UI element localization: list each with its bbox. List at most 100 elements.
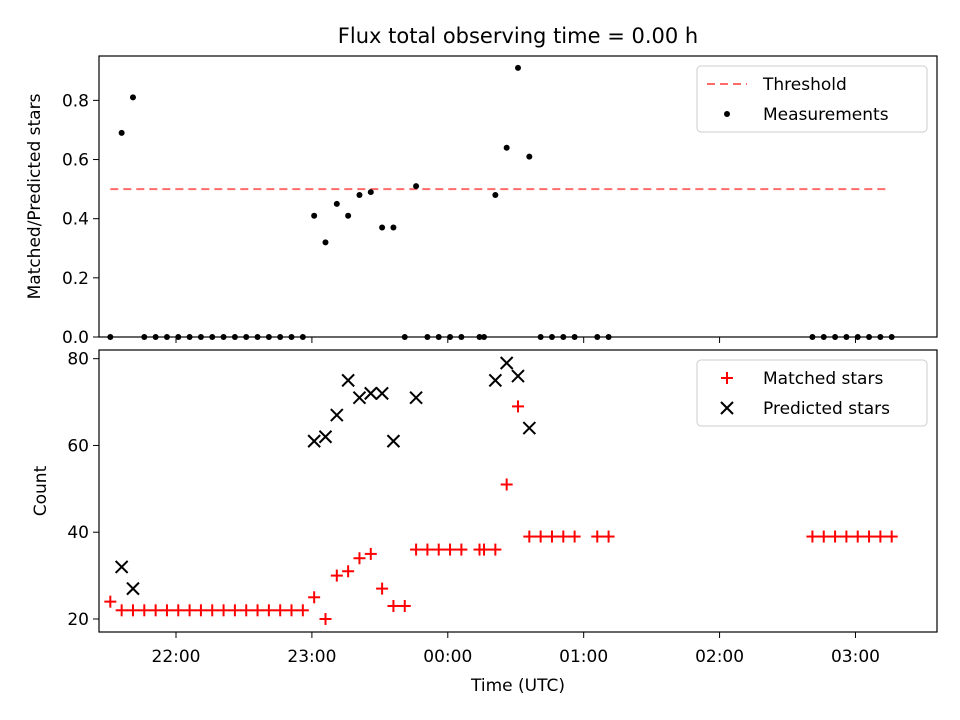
matched-stars-point: [296, 604, 309, 617]
matched-stars-point: [557, 530, 570, 543]
y-tick-label: 80: [67, 350, 89, 370]
matched-stars-point: [444, 543, 457, 556]
matched-stars-point: [149, 604, 162, 617]
measurement-point: [322, 239, 329, 246]
x-stroke-2: [499, 356, 514, 370]
matched-stars-point: [115, 604, 128, 617]
matched-stars-point: [342, 565, 355, 578]
x-stroke-2: [307, 434, 321, 448]
legend: Matched stars Predicted stars: [696, 359, 928, 427]
matched-stars-point: [421, 543, 434, 556]
y-tick-label: 0.0: [62, 328, 89, 348]
matched-stars-point: [489, 543, 502, 556]
matched-stars-point: [353, 552, 366, 565]
legend-measurement-swatch: [724, 111, 730, 117]
y-tick-label: 60: [67, 436, 89, 456]
matched-stars-point: [806, 530, 819, 543]
x-stroke-2: [318, 430, 333, 444]
x-tick-label: 22:00: [152, 647, 201, 667]
matched-stars-point: [817, 530, 830, 543]
panel-counts: 20 40 60 80 22:00 23:00 00:00 01:00 02:00 03:00 Co…: [31, 349, 938, 667]
chart-title: Flux total observing time = 0.00 h: [338, 24, 698, 48]
measurement-point: [345, 212, 352, 219]
matched-stars-point: [829, 530, 842, 543]
x-tick-label: 00:00: [423, 647, 472, 667]
matched-stars-point: [863, 530, 876, 543]
legend-predicted-swatch: [720, 401, 734, 415]
matched-stars-point: [387, 599, 400, 612]
matched-stars-point: [523, 530, 536, 543]
axes-frame: [98, 349, 938, 633]
matched-stars-point: [534, 530, 547, 543]
y-tick-label: 0.6: [62, 151, 89, 171]
predicted-stars-point: [352, 391, 367, 405]
matched-stars-point: [602, 530, 615, 543]
y-tick-label: 0.4: [62, 210, 89, 230]
x-tick-label: 23:00: [287, 647, 336, 667]
matched-stars-point: [874, 530, 887, 543]
x-stroke-2: [341, 373, 355, 388]
matched-stars-point: [512, 400, 524, 413]
x-stroke-2: [126, 581, 140, 596]
matched-stars-point: [319, 612, 332, 625]
measurement-point: [503, 144, 510, 151]
matched-stars-point: [478, 543, 491, 556]
predicted-stars-point: [318, 430, 333, 444]
legend-box: [696, 359, 928, 427]
matched-stars-point: [194, 604, 207, 617]
x-stroke-2: [522, 421, 537, 435]
measurement-point: [356, 192, 363, 199]
legend-label: Measurements: [763, 105, 889, 125]
matched-stars-point: [376, 582, 389, 595]
matched-stars-point: [851, 530, 864, 543]
measurement-point: [413, 183, 420, 190]
y-tick-label: 40: [67, 523, 89, 543]
matched-stars-point: [104, 595, 117, 608]
predicted-stars-point: [386, 434, 401, 448]
x-stroke-2: [114, 560, 129, 574]
measurement-point: [390, 224, 397, 231]
measurement-point: [129, 94, 136, 101]
matched-stars-point: [410, 543, 423, 556]
measurement-point: [526, 153, 533, 160]
x-stroke-2: [375, 386, 389, 401]
matched-stars-point: [251, 604, 264, 617]
predicted-stars-point: [522, 421, 537, 435]
x-stroke-2: [330, 408, 344, 422]
matched-stars-point: [398, 599, 411, 612]
matched-stars-point: [183, 604, 196, 617]
x-axis-label: Time (UTC): [470, 676, 565, 696]
measurement-point: [379, 224, 386, 231]
y-tick-label: 0.2: [62, 269, 89, 289]
predicted-stars-point: [330, 408, 344, 422]
matched-stars-point: [274, 604, 287, 617]
matched-stars-point: [455, 543, 468, 556]
x-stroke-2: [352, 391, 367, 405]
measurement-point: [367, 189, 374, 196]
matched-stars-point: [160, 604, 173, 617]
matched-stars-point: [330, 569, 343, 582]
matched-stars-point: [432, 543, 445, 556]
legend-box: [696, 65, 928, 133]
measurement-point: [333, 200, 340, 207]
x-tick-label: 03:00: [831, 647, 880, 667]
x-tick-label: 02:00: [695, 647, 744, 667]
predicted-stars-point: [307, 434, 321, 448]
matched-stars-point: [172, 604, 185, 617]
measurement-point: [492, 192, 499, 199]
matched-stars-point: [138, 604, 151, 617]
x-tick-label: 01:00: [559, 647, 608, 667]
matched-stars-point: [568, 530, 581, 543]
measurement-point: [118, 129, 125, 136]
legend: Threshold Measurements: [696, 65, 928, 133]
y-tick-label: 20: [67, 610, 89, 630]
predicted-stars-point: [409, 391, 423, 405]
matched-stars-point: [591, 530, 604, 543]
y-axis-label: Count: [31, 465, 51, 516]
matched-stars-point: [217, 604, 230, 617]
matched-stars-point: [285, 604, 298, 617]
legend-label: Matched stars: [763, 369, 883, 389]
predicted-stars-point: [341, 373, 355, 388]
axes-frame: [98, 55, 938, 338]
predicted-stars-point: [488, 373, 503, 388]
